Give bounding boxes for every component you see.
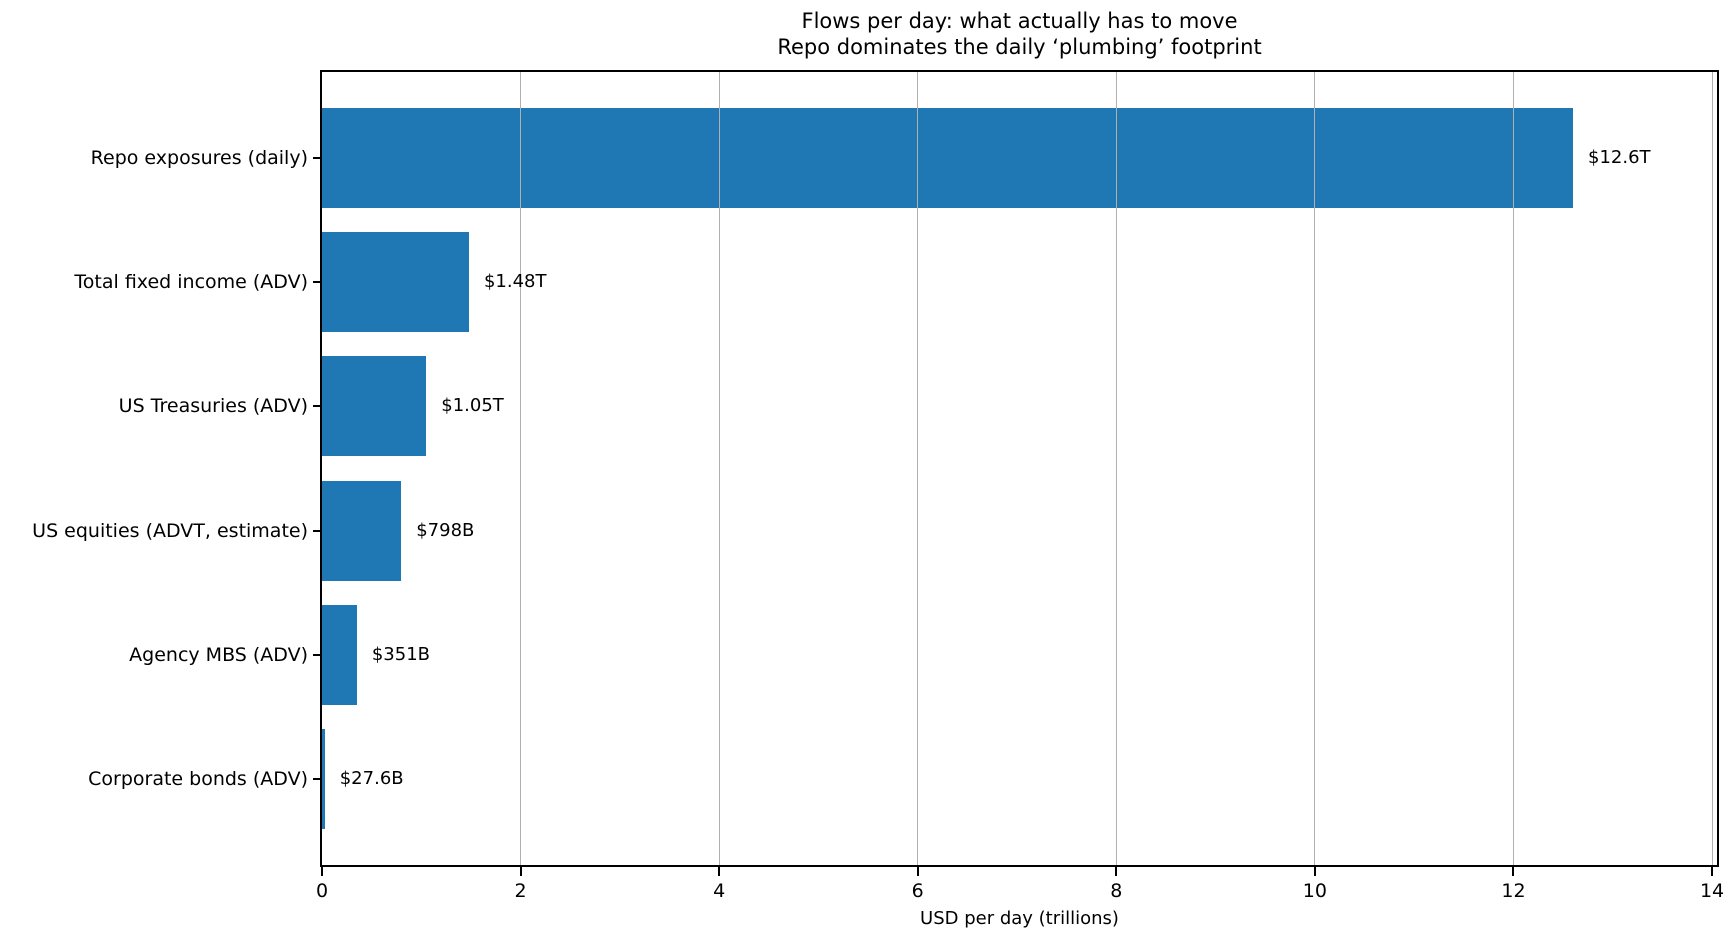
x-tick-label-14: 14 <box>1699 880 1725 902</box>
x-tick-label-10: 10 <box>1302 880 1327 902</box>
bar-value-label-2: $1.05T <box>441 395 504 417</box>
y-category-label-4: Agency MBS (ADV) <box>129 643 308 666</box>
y-tick-1 <box>313 281 320 284</box>
gridline-x-4 <box>718 72 720 865</box>
y-category-label-0: Repo exposures (daily) <box>90 147 308 169</box>
x-tick-label-12: 12 <box>1501 880 1526 902</box>
chart-subtitle: Repo dominates the daily ‘plumbing’ foot… <box>777 35 1262 59</box>
y-tick-5 <box>313 778 320 780</box>
x-tick-4 <box>718 867 721 876</box>
y-category-label-3: US equities (ADVT, estimate) <box>32 519 308 542</box>
chart-bar-2 <box>322 356 427 457</box>
x-tick-label-6: 6 <box>911 880 924 902</box>
y-tick-0 <box>313 157 320 159</box>
x-tick-2 <box>519 867 522 876</box>
y-tick-4 <box>313 653 320 656</box>
y-tick-2 <box>313 405 320 408</box>
bar-value-label-3: $798B <box>416 519 475 541</box>
plot-area: $12.6T $1.48T $1.05T $798B $351B $27.6B <box>320 70 1719 867</box>
x-tick-label-4: 4 <box>713 880 726 902</box>
gridline-x-10 <box>1314 72 1316 865</box>
chart-bar-1 <box>322 232 469 333</box>
bar-value-label-5: $27.6B <box>339 768 404 789</box>
x-tick-label-8: 8 <box>1110 880 1123 902</box>
x-tick-0 <box>321 867 323 876</box>
gridline-x-2 <box>520 72 522 865</box>
chart-bar-0 <box>322 108 1574 208</box>
gridline-x-14 <box>1711 72 1713 865</box>
gridline-x-8 <box>1115 72 1117 865</box>
gridline-x-6 <box>917 72 919 865</box>
y-category-label-5: Corporate bonds (ADV) <box>88 768 308 790</box>
y-category-label-2: US Treasuries (ADV) <box>118 395 308 418</box>
x-tick-6 <box>916 867 919 876</box>
x-tick-label-2: 2 <box>514 880 527 902</box>
y-category-label-1: Total fixed income (ADV) <box>74 271 308 294</box>
x-axis-title: USD per day (trillions) <box>920 908 1119 929</box>
chart-bar-5 <box>322 729 325 829</box>
bar-value-label-0: $12.6T <box>1588 147 1651 168</box>
chart-bar-3 <box>322 480 402 581</box>
y-tick-3 <box>313 529 320 532</box>
gridline-x-12 <box>1512 72 1514 865</box>
chart-title-block: Flows per day: what actually has to move… <box>322 8 1717 60</box>
chart-title: Flows per day: what actually has to move <box>801 9 1238 33</box>
bar-value-label-1: $1.48T <box>483 271 547 293</box>
chart-bar-4 <box>322 604 357 705</box>
x-tick-14 <box>1711 867 1714 876</box>
bar-value-label-4: $351B <box>371 643 431 665</box>
x-tick-label-0: 0 <box>315 880 329 902</box>
x-tick-10 <box>1313 867 1316 876</box>
x-tick-12 <box>1512 867 1515 876</box>
x-tick-8 <box>1115 867 1118 876</box>
